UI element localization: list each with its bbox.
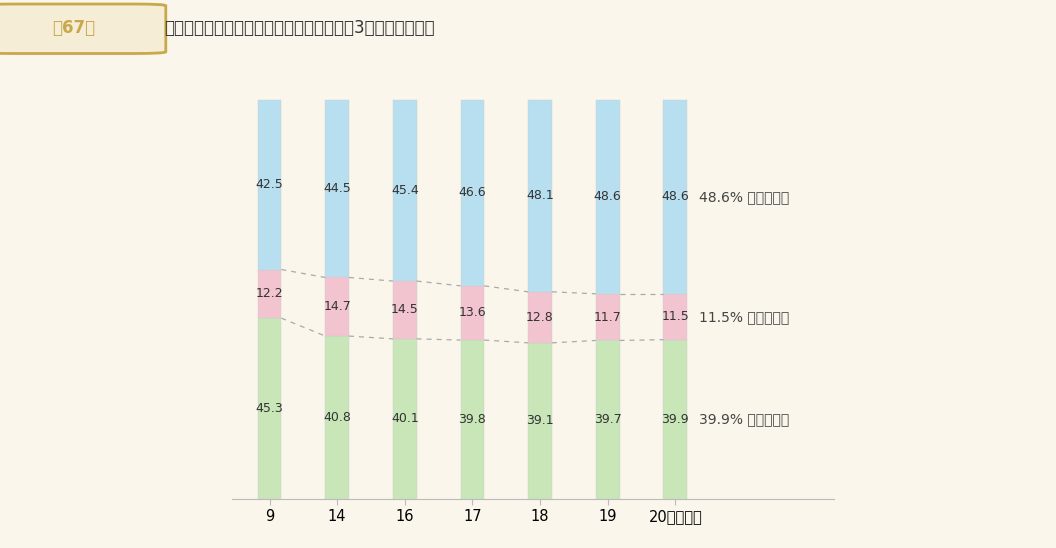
- Bar: [258, 100, 281, 270]
- Text: 11.5: 11.5: [661, 310, 690, 323]
- Bar: [325, 336, 348, 499]
- Text: 12.2: 12.2: [256, 287, 283, 300]
- Text: 11.7: 11.7: [593, 311, 622, 324]
- Bar: [258, 270, 281, 318]
- Text: 普通建設事業費の財源構成比の推移（その3　単独事業費）: 普通建設事業費の財源構成比の推移（その3 単独事業費）: [164, 19, 434, 37]
- Bar: [460, 340, 485, 499]
- Text: 45.3: 45.3: [256, 402, 283, 415]
- Text: 39.1: 39.1: [526, 414, 553, 427]
- Bar: [393, 100, 417, 281]
- Bar: [663, 100, 687, 294]
- FancyBboxPatch shape: [0, 4, 166, 54]
- Text: 13.6: 13.6: [458, 306, 486, 319]
- Bar: [528, 292, 552, 343]
- Text: 46.6: 46.6: [458, 186, 486, 199]
- Bar: [596, 340, 620, 499]
- Text: 39.9: 39.9: [661, 413, 690, 426]
- Text: 39.9% 地　方　債: 39.9% 地 方 債: [699, 412, 790, 426]
- Bar: [596, 100, 620, 294]
- Text: 44.5: 44.5: [323, 182, 351, 195]
- Bar: [528, 100, 552, 292]
- Text: 12.8: 12.8: [526, 311, 554, 324]
- Text: 第67図: 第67図: [53, 19, 95, 37]
- Bar: [596, 294, 620, 340]
- Bar: [325, 100, 348, 277]
- Text: 11.5% そ　の　他: 11.5% そ の 他: [699, 310, 790, 324]
- Text: 48.1: 48.1: [526, 190, 554, 202]
- Text: 39.7: 39.7: [593, 413, 622, 426]
- Bar: [460, 100, 485, 286]
- Bar: [663, 340, 687, 499]
- Bar: [258, 318, 281, 499]
- Text: 42.5: 42.5: [256, 178, 283, 191]
- Text: 45.4: 45.4: [391, 184, 418, 197]
- Text: 14.7: 14.7: [323, 300, 351, 313]
- Bar: [460, 286, 485, 340]
- Text: 40.1: 40.1: [391, 412, 418, 425]
- Bar: [528, 343, 552, 499]
- Bar: [393, 281, 417, 339]
- Text: 14.5: 14.5: [391, 304, 418, 316]
- Text: 48.6: 48.6: [593, 191, 622, 203]
- Bar: [393, 339, 417, 499]
- Text: 40.8: 40.8: [323, 411, 351, 424]
- Bar: [663, 294, 687, 340]
- Text: 48.6% 一般財源等: 48.6% 一般財源等: [699, 190, 790, 204]
- Text: 48.6: 48.6: [661, 191, 690, 203]
- Text: 39.8: 39.8: [458, 413, 486, 426]
- Bar: [325, 277, 348, 336]
